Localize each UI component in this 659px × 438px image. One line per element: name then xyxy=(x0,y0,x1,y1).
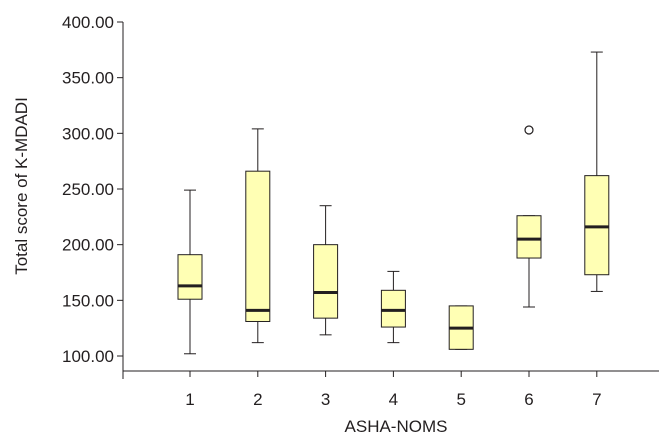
outlier-point xyxy=(524,125,534,135)
boxes xyxy=(177,51,610,355)
y-ticks: 100.00 150.00 200.00 250.00 300.00 350.00 400.… xyxy=(62,13,123,366)
box-7 xyxy=(584,51,610,292)
box-iqr xyxy=(584,175,610,276)
y-tick-label: 350.00 xyxy=(62,69,114,88)
x-ticks: 1 2 3 4 5 6 7 xyxy=(122,371,602,409)
y-tick-label: 150.00 xyxy=(62,291,114,310)
box-3 xyxy=(313,205,339,336)
box-4 xyxy=(380,270,406,344)
box-iqr xyxy=(380,289,406,328)
x-tick-label: 1 xyxy=(185,390,194,409)
box-2 xyxy=(245,128,271,344)
box-6 xyxy=(516,125,542,308)
x-tick-label: 2 xyxy=(253,390,262,409)
box-iqr xyxy=(245,170,271,322)
x-tick-label: 7 xyxy=(592,390,601,409)
x-tick-label: 5 xyxy=(456,390,465,409)
y-tick-label: 100.00 xyxy=(62,347,114,366)
box-iqr xyxy=(177,254,203,300)
y-axis-label: Total score of K-MDADI xyxy=(12,97,31,275)
box-5 xyxy=(448,305,474,350)
y-tick-label: 200.00 xyxy=(62,236,114,255)
x-tick-label: 3 xyxy=(321,390,330,409)
y-tick-label: 250.00 xyxy=(62,180,114,199)
box-1 xyxy=(177,189,203,355)
x-tick-label: 6 xyxy=(524,390,533,409)
x-axis-label: ASHA-NOMS xyxy=(345,417,448,436)
x-tick-label: 4 xyxy=(389,390,398,409)
axes xyxy=(122,22,659,372)
box-iqr xyxy=(313,244,339,319)
box-iqr xyxy=(516,215,542,259)
y-tick-label: 300.00 xyxy=(62,124,114,143)
y-tick-label: 400.00 xyxy=(62,13,114,32)
